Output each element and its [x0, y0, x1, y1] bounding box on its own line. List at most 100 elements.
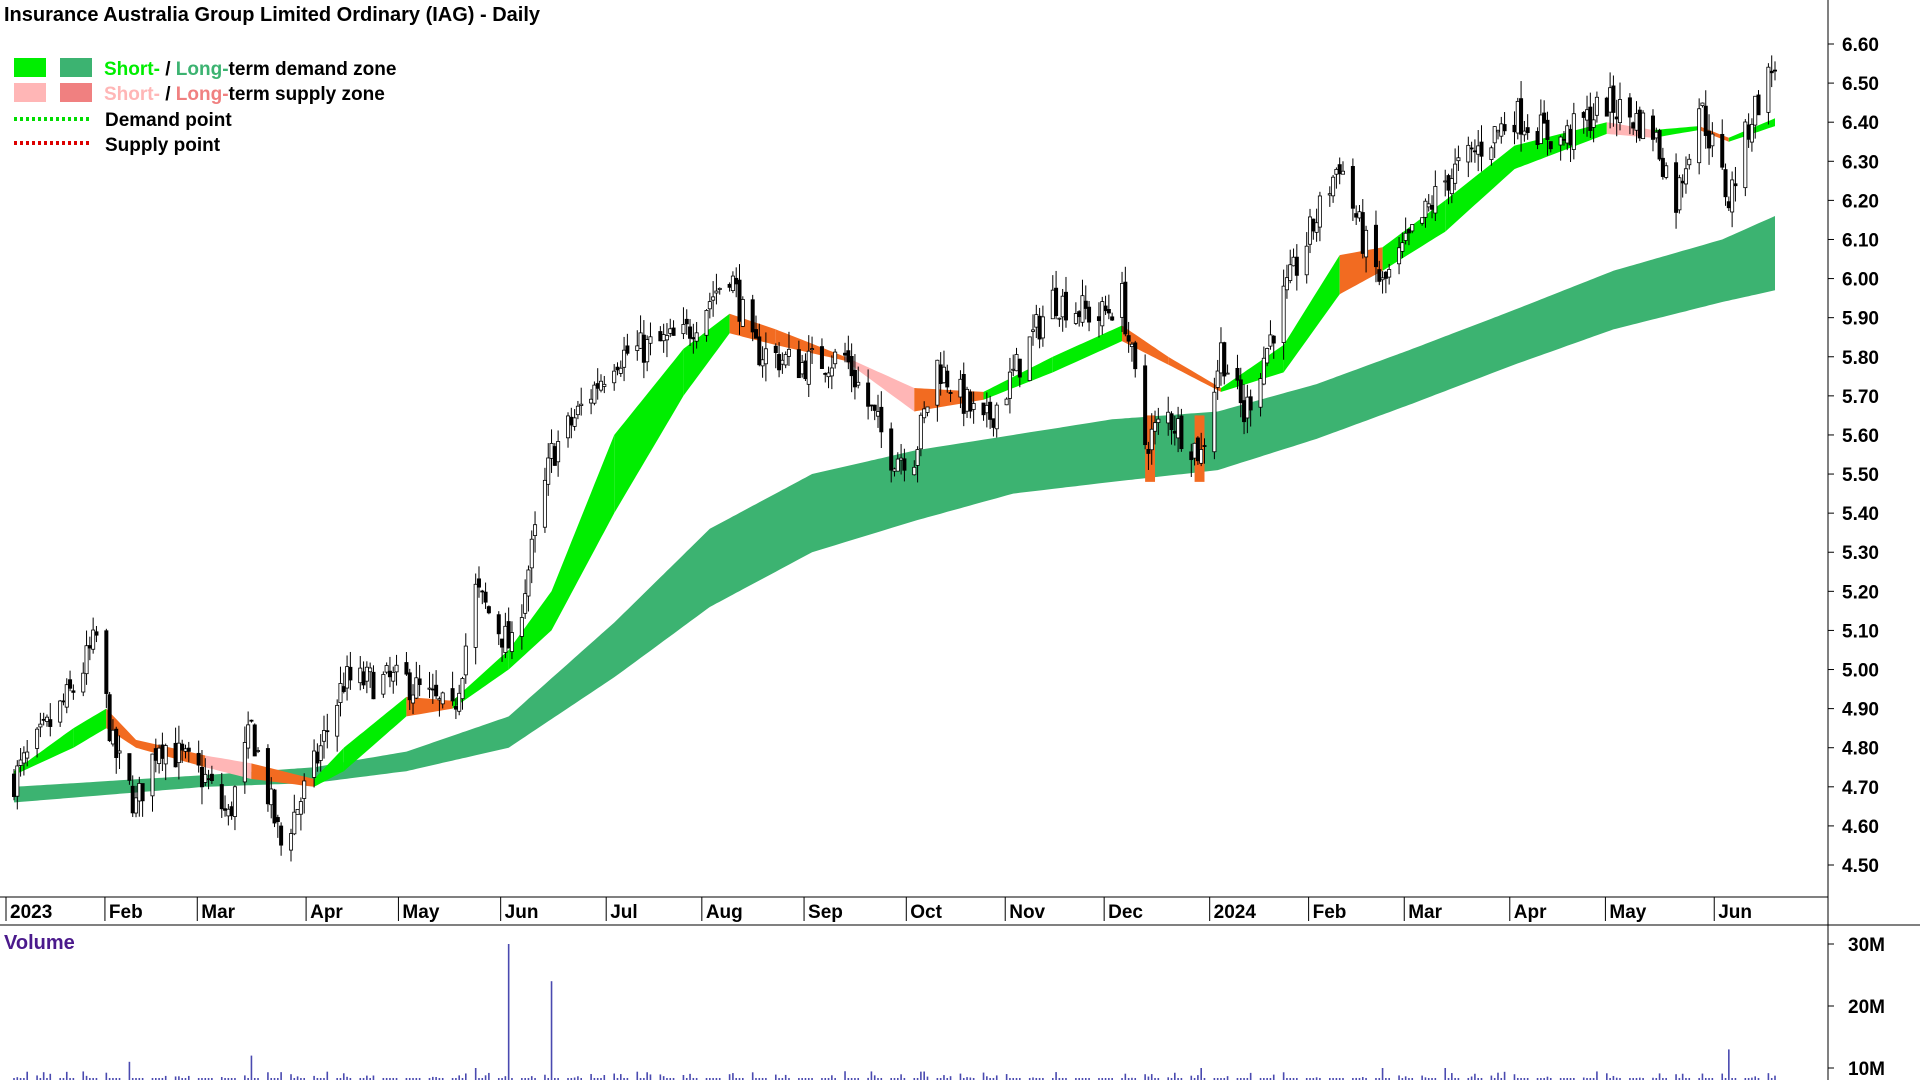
short-term-demand-segment: [1052, 325, 1122, 373]
candle-body: [223, 808, 228, 811]
candle-body: [483, 591, 488, 603]
candle-body: [157, 747, 162, 765]
candle-body: [1350, 166, 1355, 209]
candle-body: [1334, 168, 1339, 175]
candle-body: [915, 449, 920, 466]
price-tick-label: 6.00: [1842, 270, 1879, 291]
candle-body: [137, 783, 142, 802]
candle-body: [18, 759, 23, 766]
price-tick-label: 5.30: [1842, 543, 1879, 564]
candle-body: [1720, 133, 1725, 168]
candle-body: [1492, 126, 1497, 144]
candle-body: [1235, 367, 1240, 381]
candle-body: [1466, 144, 1471, 163]
candle-body: [1756, 94, 1761, 116]
candle-body: [41, 718, 46, 721]
candle-body: [1100, 301, 1105, 327]
candle-body: [773, 345, 778, 353]
candle-body: [1746, 124, 1751, 140]
chart-title: Insurance Australia Group Limited Ordina…: [4, 4, 541, 26]
candle-body: [25, 751, 30, 759]
candle-body: [473, 583, 478, 648]
candle-body: [1327, 193, 1332, 196]
candle-body: [618, 367, 623, 374]
price-tick-label: 5.20: [1842, 582, 1879, 603]
candle-body: [1172, 430, 1177, 434]
candle-body: [1248, 396, 1253, 411]
candle-body: [500, 638, 505, 648]
candle-body: [107, 694, 112, 742]
candle-body: [1753, 95, 1758, 126]
candle-body: [1502, 124, 1507, 132]
candle-body: [480, 590, 485, 593]
short-term-demand-segment: [343, 696, 407, 772]
candle-body: [476, 578, 481, 588]
candle-body: [1631, 122, 1636, 129]
short-term-demand-segment: [452, 650, 509, 709]
candle-body: [575, 405, 580, 416]
volume-bars: [13, 944, 1776, 1080]
candle-body: [902, 458, 907, 471]
price-tick-label: 5.60: [1842, 426, 1879, 447]
candle-body: [295, 809, 300, 815]
candle-body: [1525, 127, 1530, 133]
candle-body: [1499, 123, 1504, 137]
candle-body: [849, 356, 854, 377]
candle-body: [612, 370, 617, 384]
candle-body: [335, 704, 340, 737]
candle-body: [1192, 442, 1197, 459]
price-tick-label: 6.10: [1842, 230, 1879, 251]
candle-body: [1129, 343, 1134, 348]
candlesticks: [11, 55, 1778, 862]
legend-demand-point-label: Demand point: [105, 110, 232, 131]
candle-body: [1189, 451, 1194, 461]
candle-body: [1014, 354, 1019, 372]
candle-body: [879, 406, 884, 433]
candle-body: [1453, 163, 1458, 184]
candle-body: [457, 692, 462, 712]
price-tick-label: 4.80: [1842, 739, 1879, 760]
candle-body: [463, 645, 468, 676]
candle-body: [635, 345, 640, 351]
price-tick-label: 4.70: [1842, 778, 1879, 799]
candle-body: [35, 728, 40, 749]
short-term-supply-segment: [775, 329, 845, 361]
candle-body: [1420, 217, 1425, 224]
candle-body: [579, 403, 584, 406]
candle-body: [256, 750, 261, 752]
volume-label: Volume: [4, 932, 75, 954]
price-tick-label: 6.30: [1842, 152, 1879, 173]
date-tick-label: Jul: [610, 902, 637, 923]
candle-body: [1446, 175, 1451, 191]
candle-body: [176, 742, 181, 764]
candle-body: [509, 632, 514, 652]
candle-body: [87, 645, 92, 649]
candle-body: [1149, 428, 1154, 451]
candle-body: [94, 631, 99, 636]
candle-body: [1202, 445, 1207, 447]
candle-body: [1423, 200, 1428, 218]
candle-body: [44, 716, 49, 722]
candle-body: [437, 698, 442, 701]
candle-body: [941, 366, 946, 384]
candle-body: [615, 366, 620, 371]
candle-body: [186, 747, 191, 752]
candle-body: [810, 348, 815, 351]
candle-body: [1697, 108, 1702, 164]
candle-body: [889, 428, 894, 471]
candle-body: [918, 414, 923, 450]
date-tick-label: Apr: [1514, 902, 1547, 923]
candle-body: [523, 593, 528, 614]
candle-body: [965, 388, 970, 412]
short-term-supply-segment: [1339, 247, 1383, 295]
candle-body: [1614, 116, 1619, 120]
candle-body: [134, 797, 139, 814]
candle-body: [638, 332, 643, 349]
candle-body: [1106, 309, 1111, 314]
candle-body: [450, 688, 455, 702]
date-tick-label: 2024: [1214, 902, 1257, 923]
candle-body: [1225, 372, 1230, 375]
candle-body: [1004, 398, 1009, 406]
candle-body: [81, 672, 86, 693]
candle-body: [1581, 112, 1586, 118]
